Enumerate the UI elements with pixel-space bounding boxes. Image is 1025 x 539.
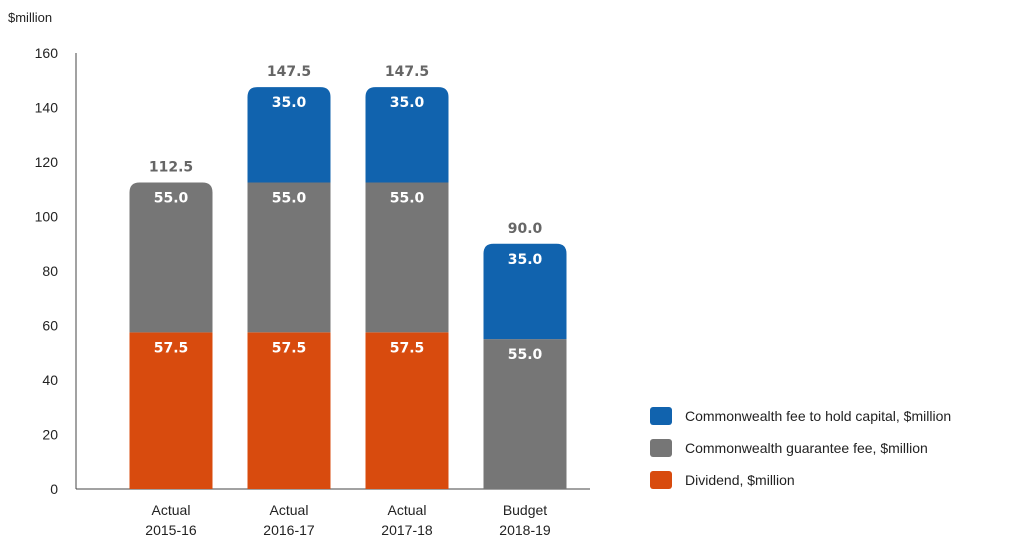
- y-tick-label-140: 140: [35, 100, 59, 116]
- bar-segment: [247, 87, 331, 183]
- y-tick-label-80: 80: [42, 263, 58, 279]
- bar-total-label: 90.0: [508, 221, 543, 237]
- x-category-label: Budget: [503, 502, 547, 518]
- y-tick-label-40: 40: [42, 372, 58, 388]
- segment-value-label: 55.0: [272, 190, 307, 206]
- segment-value-label: 55.0: [390, 190, 425, 206]
- x-category-label: Actual: [152, 502, 191, 518]
- y-tick-label-120: 120: [35, 154, 59, 170]
- segment-value-label: 57.5: [154, 340, 189, 356]
- bar-total-label: 112.5: [149, 159, 193, 175]
- legend-label: Commonwealth fee to hold capital, $milli…: [685, 408, 951, 424]
- legend-swatch: [650, 407, 672, 425]
- legend-swatch: [650, 439, 672, 457]
- bar-segment: [483, 243, 567, 340]
- bar-segment: [365, 182, 449, 333]
- segment-value-label: 35.0: [508, 252, 543, 268]
- legend-label: Commonwealth guarantee fee, $million: [685, 440, 928, 456]
- segment-value-label: 35.0: [272, 95, 307, 111]
- x-category-label: 2016-17: [263, 522, 315, 538]
- y-tick-label-60: 60: [42, 318, 58, 334]
- segment-value-label: 55.0: [508, 347, 543, 363]
- bar-total-label: 147.5: [267, 64, 311, 80]
- x-category-label: 2015-16: [145, 522, 197, 538]
- segment-value-label: 57.5: [390, 340, 425, 356]
- y-tick-label-0: 0: [50, 481, 58, 497]
- y-tick-label-160: 160: [35, 45, 59, 61]
- y-tick-label-100: 100: [35, 209, 59, 225]
- segment-value-label: 57.5: [272, 340, 307, 356]
- bar-segment: [365, 332, 449, 489]
- legend-label: Dividend, $million: [685, 472, 795, 488]
- y-unit-label: $million: [8, 10, 52, 25]
- x-category-label: 2017-18: [381, 522, 433, 538]
- x-category-label: Actual: [388, 502, 427, 518]
- segment-value-label: 35.0: [390, 95, 425, 111]
- bar-total-label: 147.5: [385, 64, 429, 80]
- bar-segment: [365, 87, 449, 183]
- bar-segment: [129, 332, 213, 489]
- y-tick-label-20: 20: [42, 427, 58, 443]
- x-category-label: Actual: [270, 502, 309, 518]
- bar-segment: [247, 182, 331, 333]
- x-category-label: 2018-19: [499, 522, 551, 538]
- segment-value-label: 55.0: [154, 190, 189, 206]
- bar-segment: [247, 332, 331, 489]
- legend-swatch: [650, 471, 672, 489]
- bar-segment: [129, 182, 213, 333]
- bar-segment: [483, 339, 567, 489]
